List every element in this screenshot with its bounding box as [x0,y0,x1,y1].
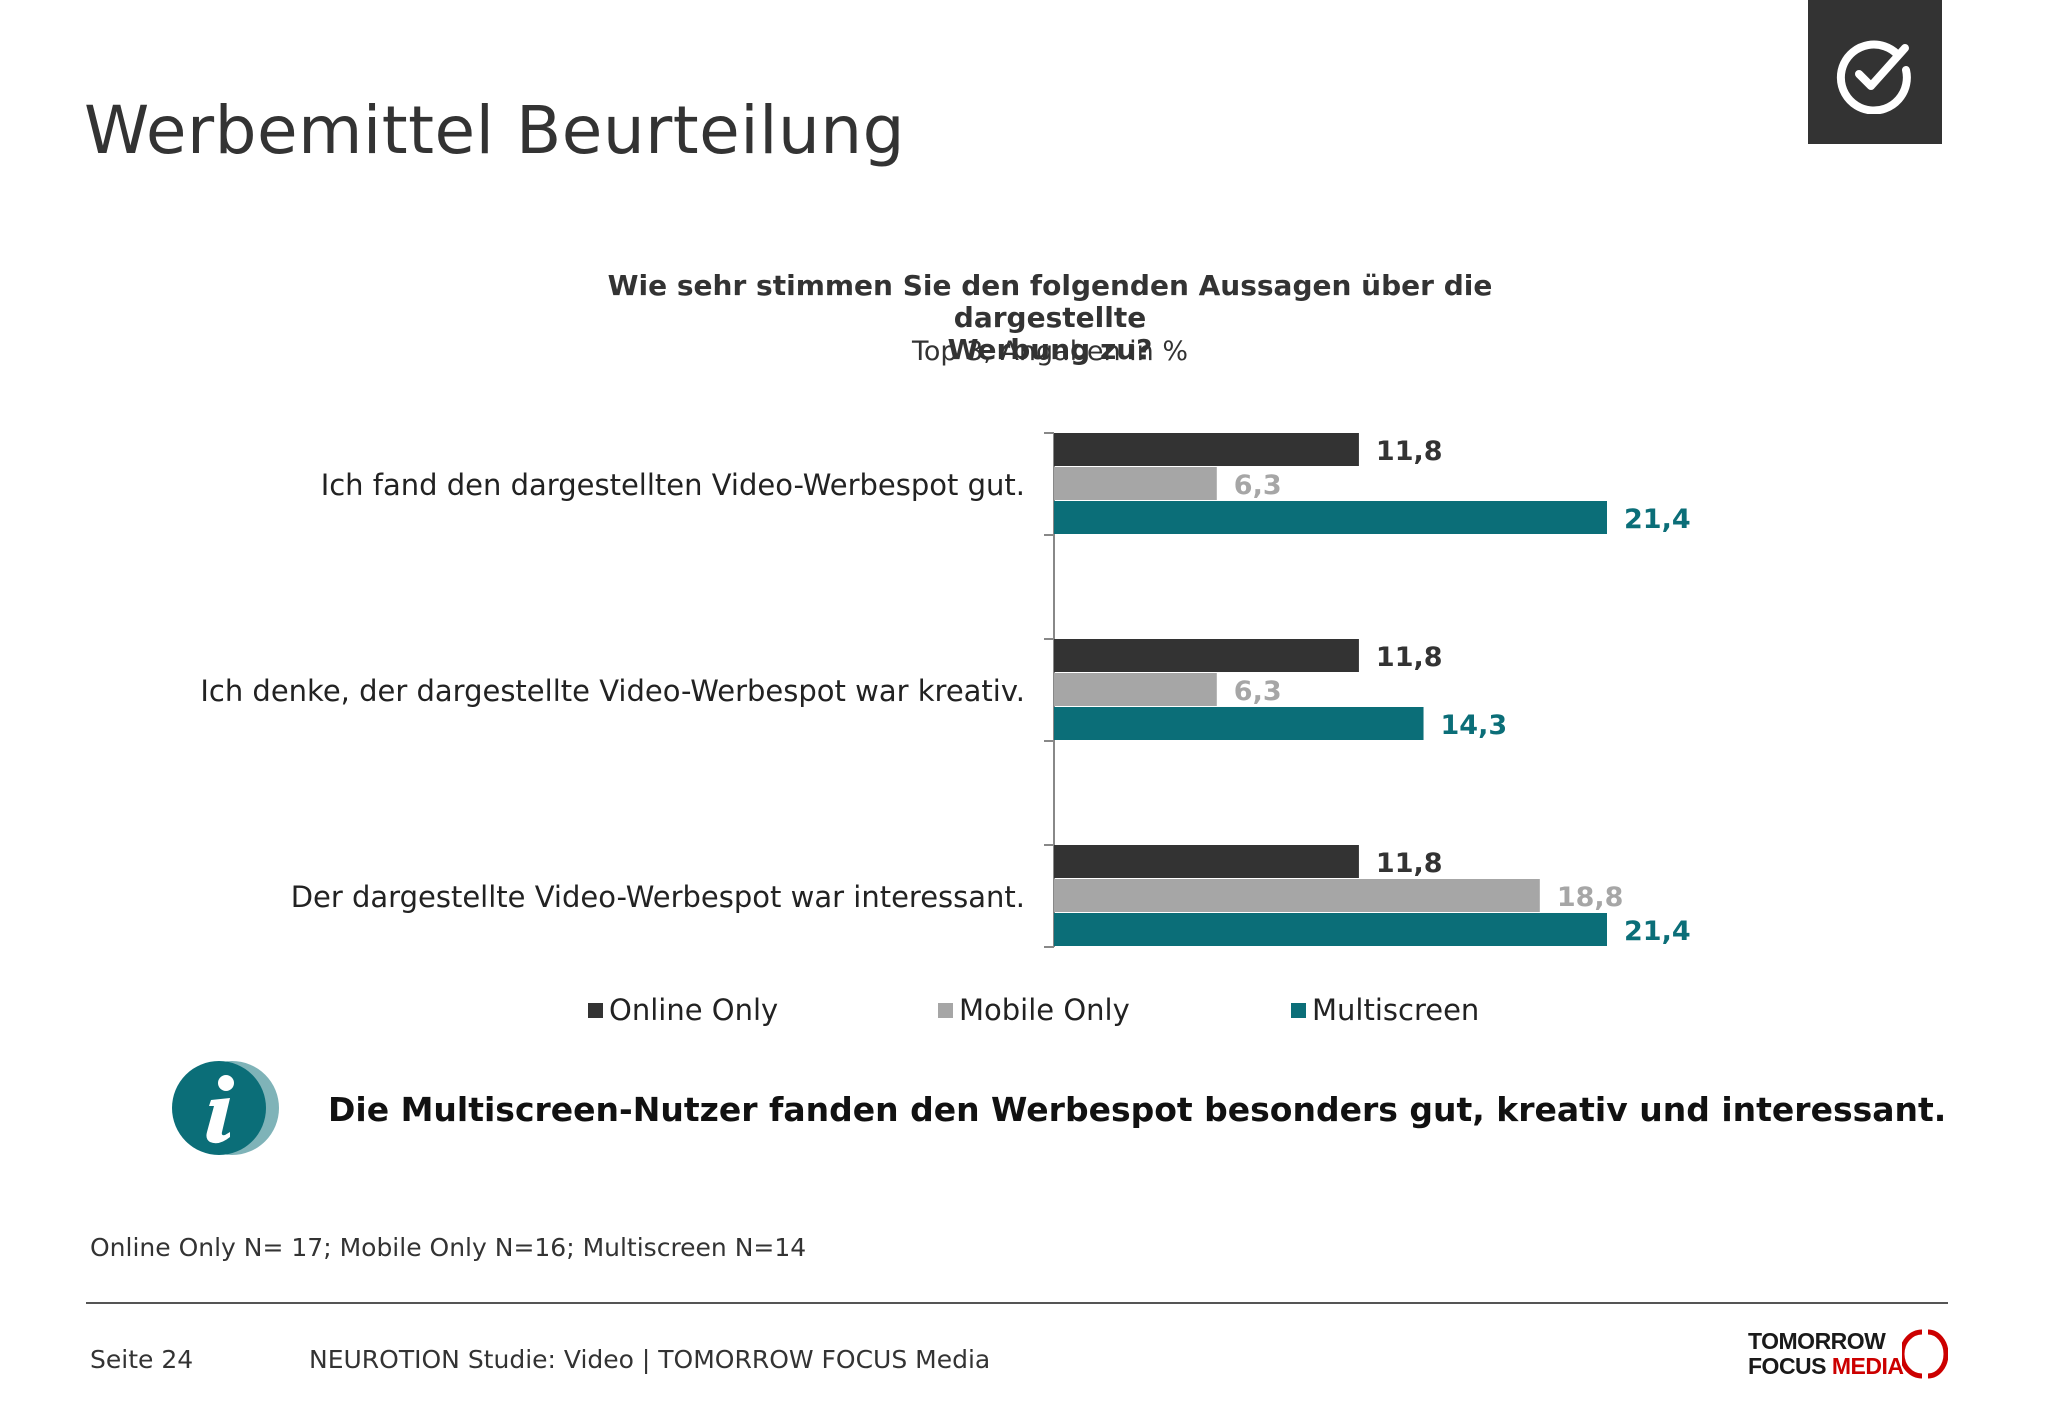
data-label: 14,3 [1441,710,1508,741]
bar-chart: Ich fand den dargestellten Video-Werbesp… [200,432,1691,948]
page-title: Werbemittel Beurteilung [84,92,905,169]
check-badge [1808,0,1942,144]
bar [1054,913,1607,946]
bar [1054,467,1217,500]
data-label: 6,3 [1234,470,1282,501]
chart-subtitle: Top 3, Angaben in % [911,336,1189,367]
tomorrow-focus-media-logo: TOMORROW FOCUS MEDIA [1748,1326,1958,1386]
logo-line-1: TOMORROW [1748,1328,1886,1354]
check-circle-icon [1836,40,1911,114]
legend-item-online-only: Online Only [588,993,778,1027]
data-label: 21,4 [1624,916,1691,947]
category-label: Ich denke, der dargestellte Video-Werbes… [200,674,1025,708]
footer-divider [86,1302,1948,1304]
category-label: Ich fand den dargestellten Video-Werbesp… [321,468,1025,502]
bar [1054,707,1424,740]
legend-swatch [1291,1002,1306,1018]
logo-line-2: FOCUS MEDIA [1748,1353,1904,1379]
footer-source: NEUROTION Studie: Video | TOMORROW FOCUS… [309,1345,991,1374]
chart-title: Wie sehr stimmen Sie den folgenden Aussa… [540,270,1560,366]
data-label: 11,8 [1376,436,1443,467]
data-label: 11,8 [1376,642,1443,673]
chart-title-line-2: Werbung zu? [947,333,1153,366]
bar [1054,673,1217,706]
sample-size-note: Online Only N= 17; Mobile Only N=16; Mul… [90,1233,807,1262]
legend-label: Multiscreen [1312,993,1480,1027]
legend-label: Online Only [609,993,779,1027]
bar [1054,845,1359,878]
data-label: 11,8 [1376,848,1443,879]
bar [1054,433,1359,466]
bar [1054,501,1607,534]
info-text: Die Multiscreen-Nutzer fanden den Werbes… [328,1090,1947,1129]
legend-item-multiscreen: Multiscreen [1291,993,1479,1027]
legend-swatch [588,1002,603,1018]
category-label: Der dargestellte Video-Werbespot war int… [291,880,1025,914]
logo-mark-icon [1902,1329,1948,1379]
bar [1054,879,1540,912]
data-label: 6,3 [1234,676,1282,707]
chart-title-line-1: Wie sehr stimmen Sie den folgenden Aussa… [607,269,1493,334]
legend-label: Mobile Only [959,993,1130,1027]
data-label: 18,8 [1557,882,1624,913]
page-number: Seite 24 [90,1345,194,1374]
legend-item-mobile-only: Mobile Only [938,993,1130,1027]
data-label: 21,4 [1624,504,1691,535]
bar [1054,639,1359,672]
info-icon [172,1061,279,1155]
legend-swatch [938,1002,953,1018]
